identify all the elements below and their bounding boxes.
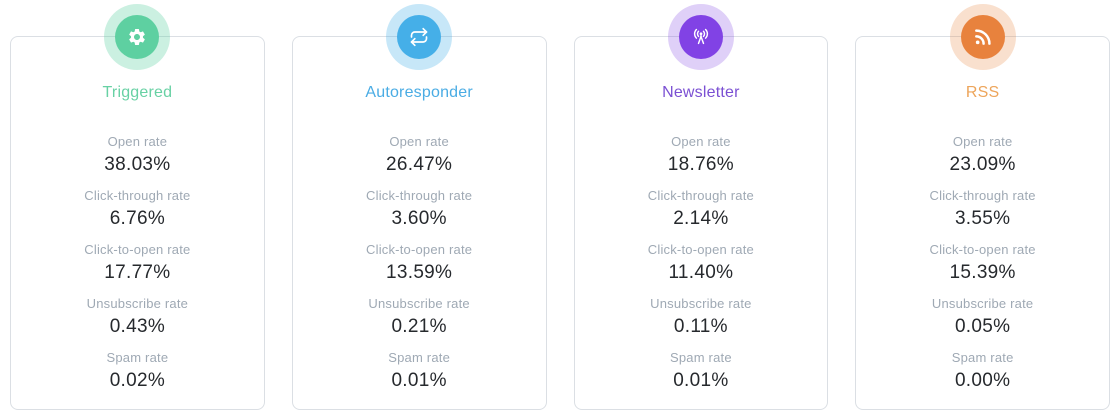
stat-open-rate: Open rate 18.76% [575, 133, 828, 177]
stat-value: 6.76% [109, 208, 166, 229]
repeat-icon [386, 4, 453, 70]
stat-label: Unsubscribe rate [650, 296, 752, 311]
stat-click-through-rate: Click-through rate 3.55% [856, 187, 1109, 231]
card-newsletter: Newsletter Open rate 18.76% Click-throug… [573, 4, 829, 410]
stat-label: Click-through rate [929, 188, 1036, 203]
stat-value: 38.03% [104, 154, 171, 175]
stat-label: Click-to-open rate [366, 242, 473, 257]
stat-value: 0.43% [109, 316, 166, 337]
stat-label: Click-through rate [647, 188, 754, 203]
stat-spam-rate: Spam rate 0.00% [856, 349, 1109, 393]
stat-value: 11.40% [668, 262, 734, 283]
card-title: Newsletter [662, 84, 740, 101]
stat-label: Click-to-open rate [929, 242, 1036, 257]
stat-label: Click-to-open rate [84, 242, 191, 257]
stat-value: 0.01% [673, 370, 729, 391]
stat-value: 0.21% [391, 316, 447, 337]
stat-open-rate: Open rate 38.03% [11, 133, 264, 177]
stat-click-to-open-rate: Click-to-open rate 11.40% [575, 241, 828, 285]
stat-value: 18.76% [667, 154, 734, 175]
stat-label: Click-to-open rate [647, 242, 754, 257]
stat-spam-rate: Spam rate 0.01% [293, 349, 546, 393]
stat-label: Click-through rate [84, 188, 191, 203]
stat-label: Open rate [671, 134, 731, 149]
card-title: Triggered [102, 84, 173, 101]
stat-click-to-open-rate: Click-to-open rate 17.77% [11, 241, 264, 285]
stat-click-through-rate: Click-through rate 3.60% [293, 187, 546, 231]
stats-list: Open rate 26.47% Click-through rate 3.60… [293, 133, 546, 393]
stats-list: Open rate 23.09% Click-through rate 3.55… [856, 133, 1109, 393]
stat-value: 0.11% [673, 316, 728, 337]
gear-icon [104, 4, 171, 70]
stat-value: 0.05% [954, 316, 1011, 337]
stat-value: 26.47% [386, 154, 453, 175]
stat-label: Spam rate [106, 350, 169, 365]
stat-label: Click-through rate [366, 188, 473, 203]
card-autoresponder: Autoresponder Open rate 26.47% Click-thr… [291, 4, 547, 410]
stat-label: Unsubscribe rate [86, 296, 189, 311]
stat-value: 0.01% [391, 370, 447, 391]
stat-value: 3.55% [954, 208, 1011, 229]
stat-open-rate: Open rate 23.09% [856, 133, 1109, 177]
stat-label: Spam rate [951, 350, 1014, 365]
stats-list: Open rate 38.03% Click-through rate 6.76… [11, 133, 264, 393]
stat-unsubscribe-rate: Unsubscribe rate 0.43% [11, 295, 264, 339]
broadcast-tower-icon [667, 4, 734, 70]
card-triggered: Triggered Open rate 38.03% Click-through… [10, 4, 265, 410]
card-title: Autoresponder [365, 84, 473, 101]
stat-value: 17.77% [104, 262, 171, 283]
stat-click-to-open-rate: Click-to-open rate 15.39% [856, 241, 1109, 285]
stat-label: Open rate [952, 134, 1013, 149]
stat-value: 13.59% [386, 262, 453, 283]
stat-label: Open rate [389, 134, 449, 149]
stat-value: 2.14% [673, 208, 729, 229]
stat-label: Unsubscribe rate [368, 296, 470, 311]
stat-click-to-open-rate: Click-to-open rate 13.59% [293, 241, 546, 285]
stat-value: 0.00% [954, 370, 1011, 391]
stat-label: Open rate [107, 134, 168, 149]
stat-open-rate: Open rate 26.47% [293, 133, 546, 177]
stat-value: 23.09% [949, 154, 1016, 175]
stat-label: Unsubscribe rate [931, 296, 1034, 311]
stat-unsubscribe-rate: Unsubscribe rate 0.05% [856, 295, 1109, 339]
stat-unsubscribe-rate: Unsubscribe rate 0.21% [293, 295, 546, 339]
stat-spam-rate: Spam rate 0.01% [575, 349, 828, 393]
stat-value: 15.39% [949, 262, 1016, 283]
stat-label: Spam rate [669, 350, 732, 365]
stats-list: Open rate 18.76% Click-through rate 2.14… [575, 133, 828, 393]
stat-label: Spam rate [388, 350, 451, 365]
stat-unsubscribe-rate: Unsubscribe rate 0.11% [575, 295, 828, 339]
stat-value: 0.02% [109, 370, 166, 391]
stat-click-through-rate: Click-through rate 2.14% [575, 187, 828, 231]
stat-spam-rate: Spam rate 0.02% [11, 349, 264, 393]
stat-value: 3.60% [391, 208, 447, 229]
stat-click-through-rate: Click-through rate 6.76% [11, 187, 264, 231]
card-title: RSS [965, 84, 1000, 101]
card-rss: RSS Open rate 23.09% Click-through rate … [855, 4, 1110, 410]
rss-icon [949, 4, 1016, 70]
